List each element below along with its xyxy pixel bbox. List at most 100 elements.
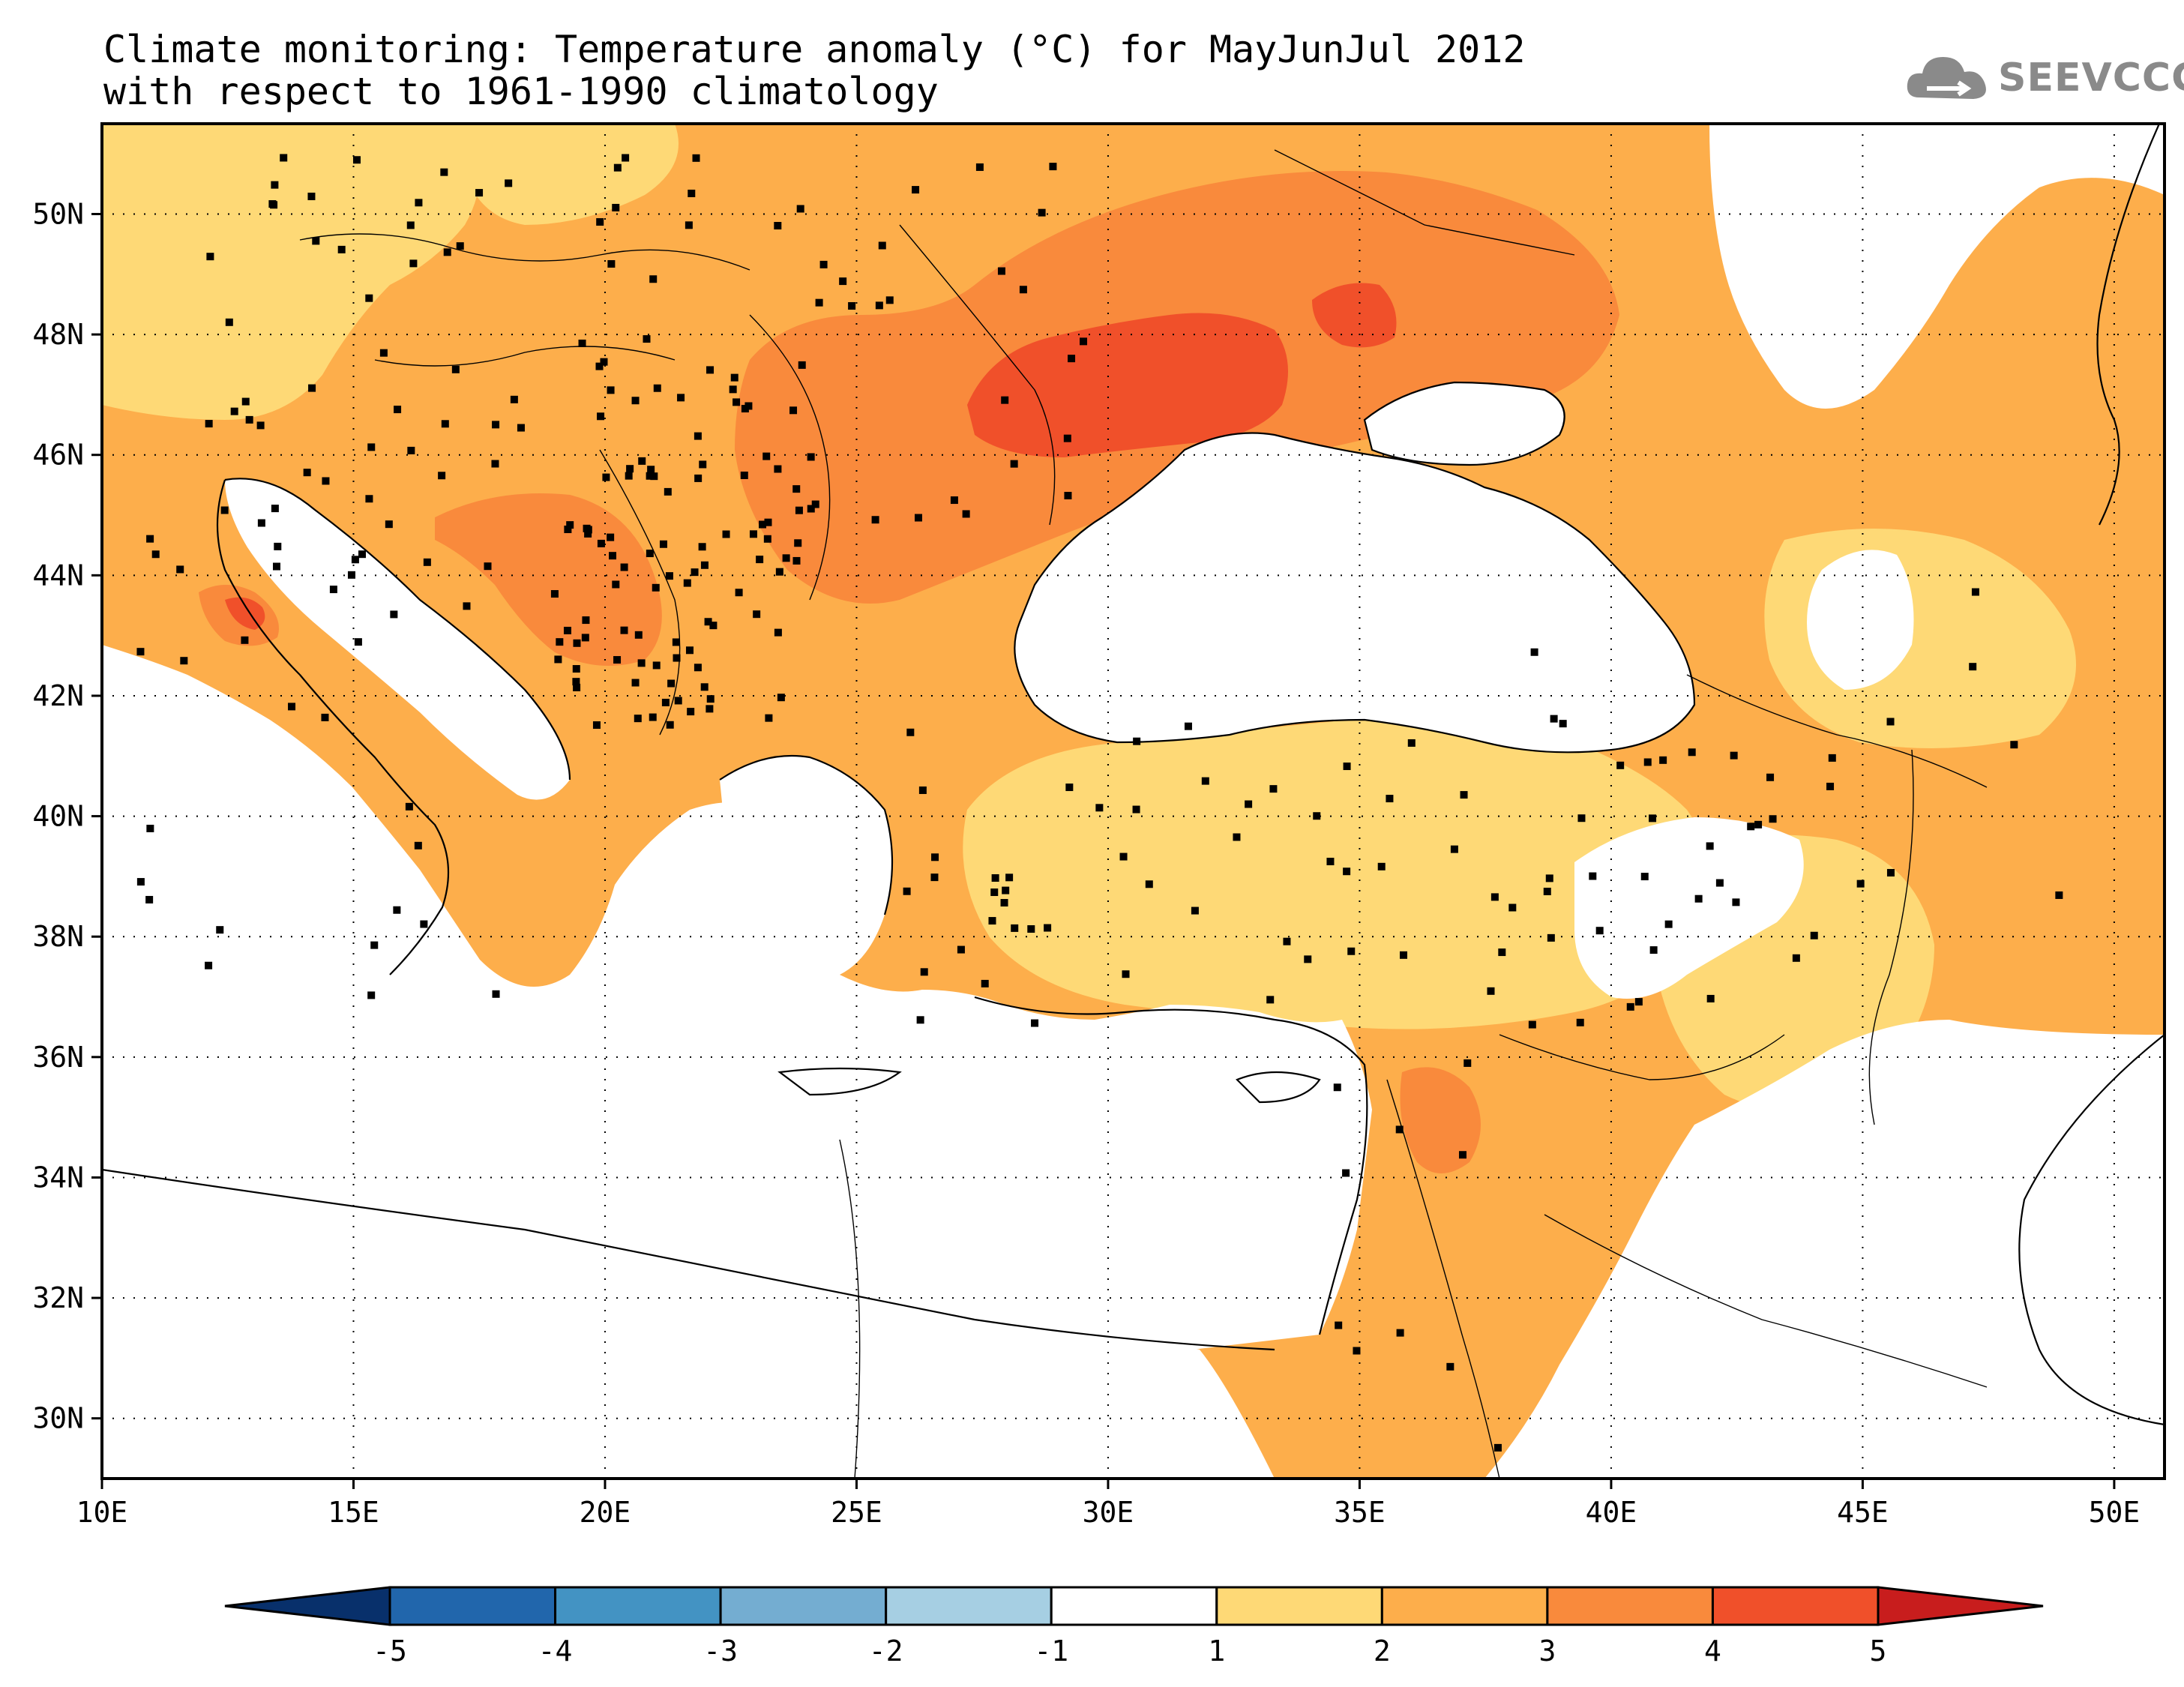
station-marker bbox=[554, 655, 562, 664]
station-marker bbox=[572, 665, 580, 673]
station-marker bbox=[950, 496, 958, 505]
station-marker bbox=[597, 412, 605, 421]
station-marker bbox=[582, 616, 590, 625]
station-marker bbox=[607, 533, 615, 541]
station-marker bbox=[288, 703, 296, 711]
station-marker bbox=[1659, 756, 1667, 764]
colorbar-bin bbox=[388, 1586, 557, 1626]
station-marker bbox=[782, 554, 790, 562]
lat-tick-label: 44N bbox=[32, 559, 84, 592]
station-marker bbox=[626, 465, 634, 473]
station-marker bbox=[1386, 795, 1394, 803]
station-marker bbox=[1343, 763, 1351, 771]
colorbar-label: -2 bbox=[869, 1635, 903, 1668]
station-marker bbox=[414, 841, 422, 849]
station-marker bbox=[871, 516, 879, 524]
station-marker bbox=[1446, 1362, 1455, 1371]
station-marker bbox=[1971, 588, 1979, 596]
station-marker bbox=[699, 460, 707, 469]
station-marker bbox=[753, 610, 761, 619]
colorbar-label: 2 bbox=[1374, 1635, 1391, 1668]
station-marker bbox=[1396, 1329, 1404, 1337]
station-marker bbox=[2055, 891, 2063, 899]
station-marker bbox=[903, 887, 911, 895]
station-marker bbox=[517, 424, 525, 432]
station-marker bbox=[256, 421, 265, 430]
station-marker bbox=[647, 466, 655, 474]
station-marker bbox=[225, 318, 233, 326]
station-marker bbox=[1005, 873, 1014, 882]
station-marker bbox=[456, 242, 464, 250]
station-marker bbox=[205, 961, 213, 969]
station-marker bbox=[649, 275, 658, 283]
station-marker bbox=[1353, 1347, 1361, 1355]
station-marker bbox=[1326, 858, 1335, 866]
country-borders bbox=[299, 149, 1988, 1479]
station-marker bbox=[807, 453, 815, 461]
colorbar-over-triangle bbox=[1877, 1586, 2044, 1626]
station-marker bbox=[475, 189, 484, 197]
station-marker bbox=[704, 618, 712, 626]
station-marker bbox=[268, 200, 277, 208]
station-marker bbox=[1049, 163, 1057, 171]
station-marker bbox=[649, 713, 657, 721]
station-marker bbox=[484, 562, 492, 571]
colorbar-label: -4 bbox=[538, 1635, 573, 1668]
station-marker bbox=[1498, 948, 1506, 957]
station-marker bbox=[1068, 355, 1076, 363]
station-marker bbox=[271, 181, 279, 189]
station-marker bbox=[691, 568, 699, 577]
station-marker bbox=[1122, 970, 1130, 978]
station-marker bbox=[914, 514, 922, 522]
station-marker bbox=[146, 824, 154, 832]
station-marker bbox=[146, 535, 154, 543]
station-marker bbox=[638, 457, 646, 465]
station-marker bbox=[1490, 893, 1499, 901]
station-marker bbox=[1649, 814, 1657, 823]
station-marker bbox=[578, 339, 586, 347]
station-marker bbox=[906, 728, 915, 736]
station-marker bbox=[990, 888, 999, 897]
station-marker bbox=[2010, 741, 2018, 749]
anomaly-zone-3-4-balkans bbox=[435, 493, 662, 666]
station-marker bbox=[815, 298, 823, 307]
station-marker bbox=[762, 452, 771, 460]
station-marker bbox=[176, 565, 184, 574]
station-marker bbox=[1119, 852, 1128, 861]
station-marker bbox=[1766, 773, 1775, 781]
station-marker bbox=[322, 477, 330, 485]
chart-title: Climate monitoring: Temperature anomaly … bbox=[103, 28, 1526, 71]
station-marker bbox=[136, 648, 145, 656]
station-marker bbox=[1886, 868, 1895, 876]
station-marker bbox=[1044, 924, 1052, 932]
station-marker bbox=[600, 358, 608, 366]
colorbar-label: 3 bbox=[1538, 1635, 1556, 1668]
station-marker bbox=[151, 550, 160, 559]
station-marker bbox=[1969, 663, 1977, 671]
station-marker bbox=[685, 646, 694, 655]
station-marker bbox=[683, 579, 691, 587]
station-marker bbox=[957, 945, 965, 954]
logo-text: SEEVCCC bbox=[1998, 55, 2184, 100]
station-marker bbox=[692, 154, 700, 162]
station-marker bbox=[912, 186, 920, 194]
station-marker bbox=[700, 561, 709, 569]
anomaly-zone-3-4-levant bbox=[1400, 1067, 1481, 1173]
station-marker bbox=[612, 203, 620, 211]
station-marker bbox=[930, 873, 939, 882]
station-marker bbox=[1001, 396, 1009, 404]
station-marker bbox=[1886, 718, 1895, 726]
station-marker bbox=[1626, 1002, 1634, 1011]
station-marker bbox=[1304, 955, 1312, 963]
station-marker bbox=[634, 715, 642, 723]
station-marker bbox=[365, 294, 373, 302]
station-marker bbox=[337, 245, 346, 253]
station-marker bbox=[774, 628, 782, 637]
station-marker bbox=[1011, 924, 1019, 932]
lat-tick-label: 42N bbox=[32, 679, 84, 712]
station-marker bbox=[1792, 954, 1800, 962]
station-marker bbox=[1333, 1083, 1341, 1092]
station-marker bbox=[1145, 880, 1153, 888]
lon-tick-label: 20E bbox=[580, 1496, 631, 1529]
station-marker bbox=[272, 562, 280, 571]
